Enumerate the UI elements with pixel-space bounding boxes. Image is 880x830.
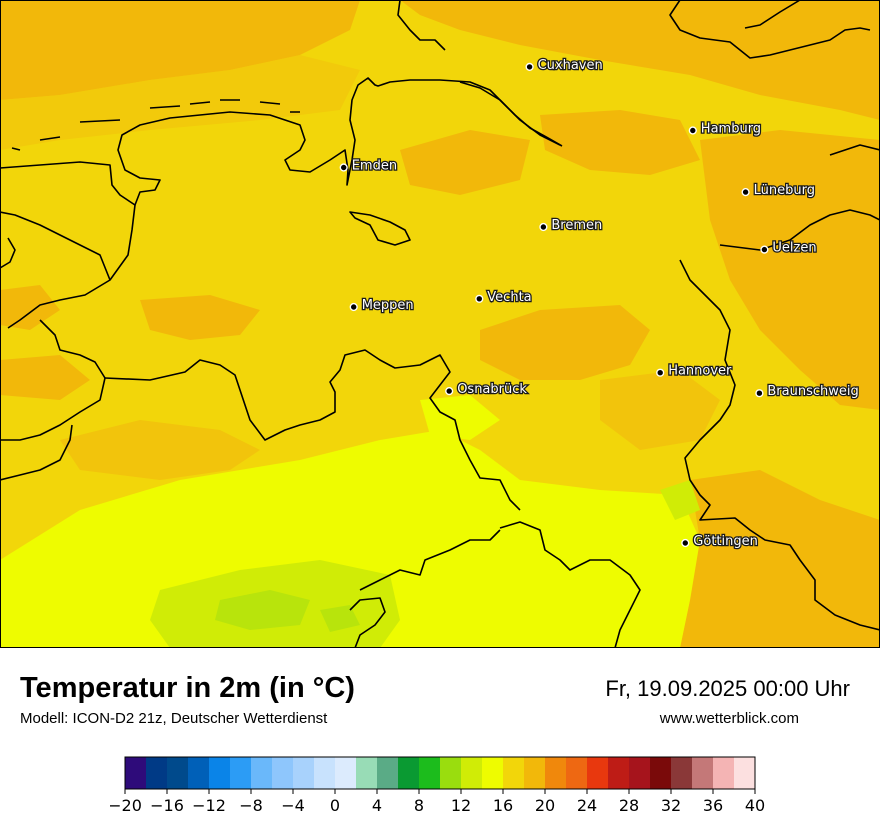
legend-tick-label: −4	[281, 796, 305, 815]
legend-tick-label: −12	[192, 796, 226, 815]
legend-swatch	[566, 757, 588, 789]
legend-ticks: −20 −16 −12 −8 −4 0 4 8 12 16 20 24 28 32 36 40	[110, 789, 765, 815]
green-spots	[215, 590, 360, 632]
city-marker: Vechta	[475, 288, 533, 306]
city-marker: Hannover	[656, 362, 733, 380]
city-label: Cuxhaven	[538, 58, 603, 73]
legend-tick-label: −20	[110, 796, 142, 815]
legend-swatch	[650, 757, 672, 789]
legend-swatch	[146, 757, 168, 789]
legend-tick-label: 16	[493, 796, 513, 815]
legend-swatch	[398, 757, 420, 789]
legend-swatch	[671, 757, 693, 789]
legend-swatch	[587, 757, 609, 789]
legend-tick-label: 20	[535, 796, 555, 815]
legend-swatch	[125, 757, 147, 789]
city-dot	[525, 62, 534, 72]
city-marker: Osnabrück	[445, 381, 529, 398]
legend-swatch	[272, 757, 294, 789]
city-label: Bremen	[551, 218, 602, 233]
legend-tick-label: 28	[619, 796, 639, 815]
legend-swatch	[188, 757, 210, 789]
legend-tick-label: 36	[703, 796, 723, 815]
color-legend: −20 −16 −12 −8 −4 0 4 8 12 16 20 24 28 32 36 40	[110, 756, 765, 815]
legend-swatch	[461, 757, 483, 789]
website-link[interactable]: www.wetterblick.com	[659, 710, 799, 727]
city-marker: Göttingen	[681, 533, 759, 550]
legend-frame	[124, 756, 756, 790]
legend-tick-label: 12	[451, 796, 471, 815]
legend-swatch	[734, 757, 756, 789]
city-dot	[681, 538, 690, 548]
legend-swatch	[251, 757, 273, 789]
city-label: Lüneburg	[754, 183, 815, 198]
city-label: Emden	[352, 159, 397, 174]
legend-swatch	[524, 757, 546, 789]
city-label: Vechta	[487, 290, 531, 305]
city-dot	[445, 387, 454, 396]
city-marker: Hamburg	[688, 120, 762, 138]
legend-swatch	[545, 757, 567, 789]
city-markers: Cuxhaven Hamburg Emden Lüneburg Bremen Uelzen…	[339, 57, 860, 550]
legend-swatch	[482, 757, 504, 789]
city-label: Braunschweig	[767, 384, 858, 399]
warm-zones	[0, 0, 880, 648]
legend-tick-label: 24	[577, 796, 597, 815]
legend-tick-label: 40	[745, 796, 765, 815]
legend-tick-label: 4	[372, 796, 382, 815]
legend-tick-label: −8	[239, 796, 263, 815]
legend-swatch	[503, 757, 525, 789]
city-dot	[656, 368, 665, 377]
coastline-and-borders	[0, 0, 880, 648]
city-dot	[688, 126, 697, 135]
legend-swatch	[209, 757, 231, 789]
map-title: Temperatur in 2m (in °C)	[20, 672, 355, 704]
legend-swatch	[713, 757, 735, 789]
legend-swatch	[167, 757, 189, 789]
city-dot	[755, 389, 764, 398]
city-label: Göttingen	[693, 534, 758, 549]
model-info: Modell: ICON-D2 21z, Deutscher Wetterdie…	[20, 710, 328, 727]
legend-swatch	[230, 757, 252, 789]
city-dot	[760, 245, 769, 254]
city-marker: Braunschweig	[755, 383, 860, 401]
legend-swatch	[608, 757, 630, 789]
city-dot	[741, 188, 750, 197]
city-marker: Lüneburg	[741, 182, 816, 199]
legend-swatches	[124, 756, 756, 790]
legend-swatch	[314, 757, 336, 789]
city-dot	[349, 302, 358, 312]
mid-zones	[0, 55, 720, 480]
legend-swatch	[440, 757, 462, 789]
legend-swatch	[293, 757, 315, 789]
city-marker: Uelzen	[760, 239, 818, 257]
city-dot	[339, 163, 348, 172]
city-label: Meppen	[362, 298, 414, 313]
legend-swatch	[629, 757, 651, 789]
city-marker: Bremen	[539, 217, 604, 234]
legend-swatch	[419, 757, 441, 789]
legend-swatch	[692, 757, 714, 789]
legend-tick-label: 32	[661, 796, 681, 815]
city-label: Hamburg	[701, 122, 761, 137]
legend-tick-label: 8	[414, 796, 424, 815]
city-marker: Meppen	[349, 297, 415, 314]
legend-tick-label: 0	[330, 796, 340, 815]
temperature-map: Cuxhaven Hamburg Emden Lüneburg Bremen Uelzen…	[0, 0, 880, 648]
city-dot	[475, 294, 484, 303]
forecast-datetime: Fr, 19.09.2025 00:00 Uhr	[605, 676, 850, 701]
city-marker: Emden	[339, 157, 398, 175]
city-label: Osnabrück	[457, 382, 527, 397]
city-dot	[539, 222, 548, 232]
legend-tick-label: −16	[150, 796, 184, 815]
legend-swatch	[377, 757, 399, 789]
city-marker: Cuxhaven	[525, 57, 604, 74]
legend-swatch	[356, 757, 378, 789]
city-label: Uelzen	[772, 241, 816, 256]
legend-swatch	[335, 757, 357, 789]
city-label: Hannover	[668, 364, 732, 379]
